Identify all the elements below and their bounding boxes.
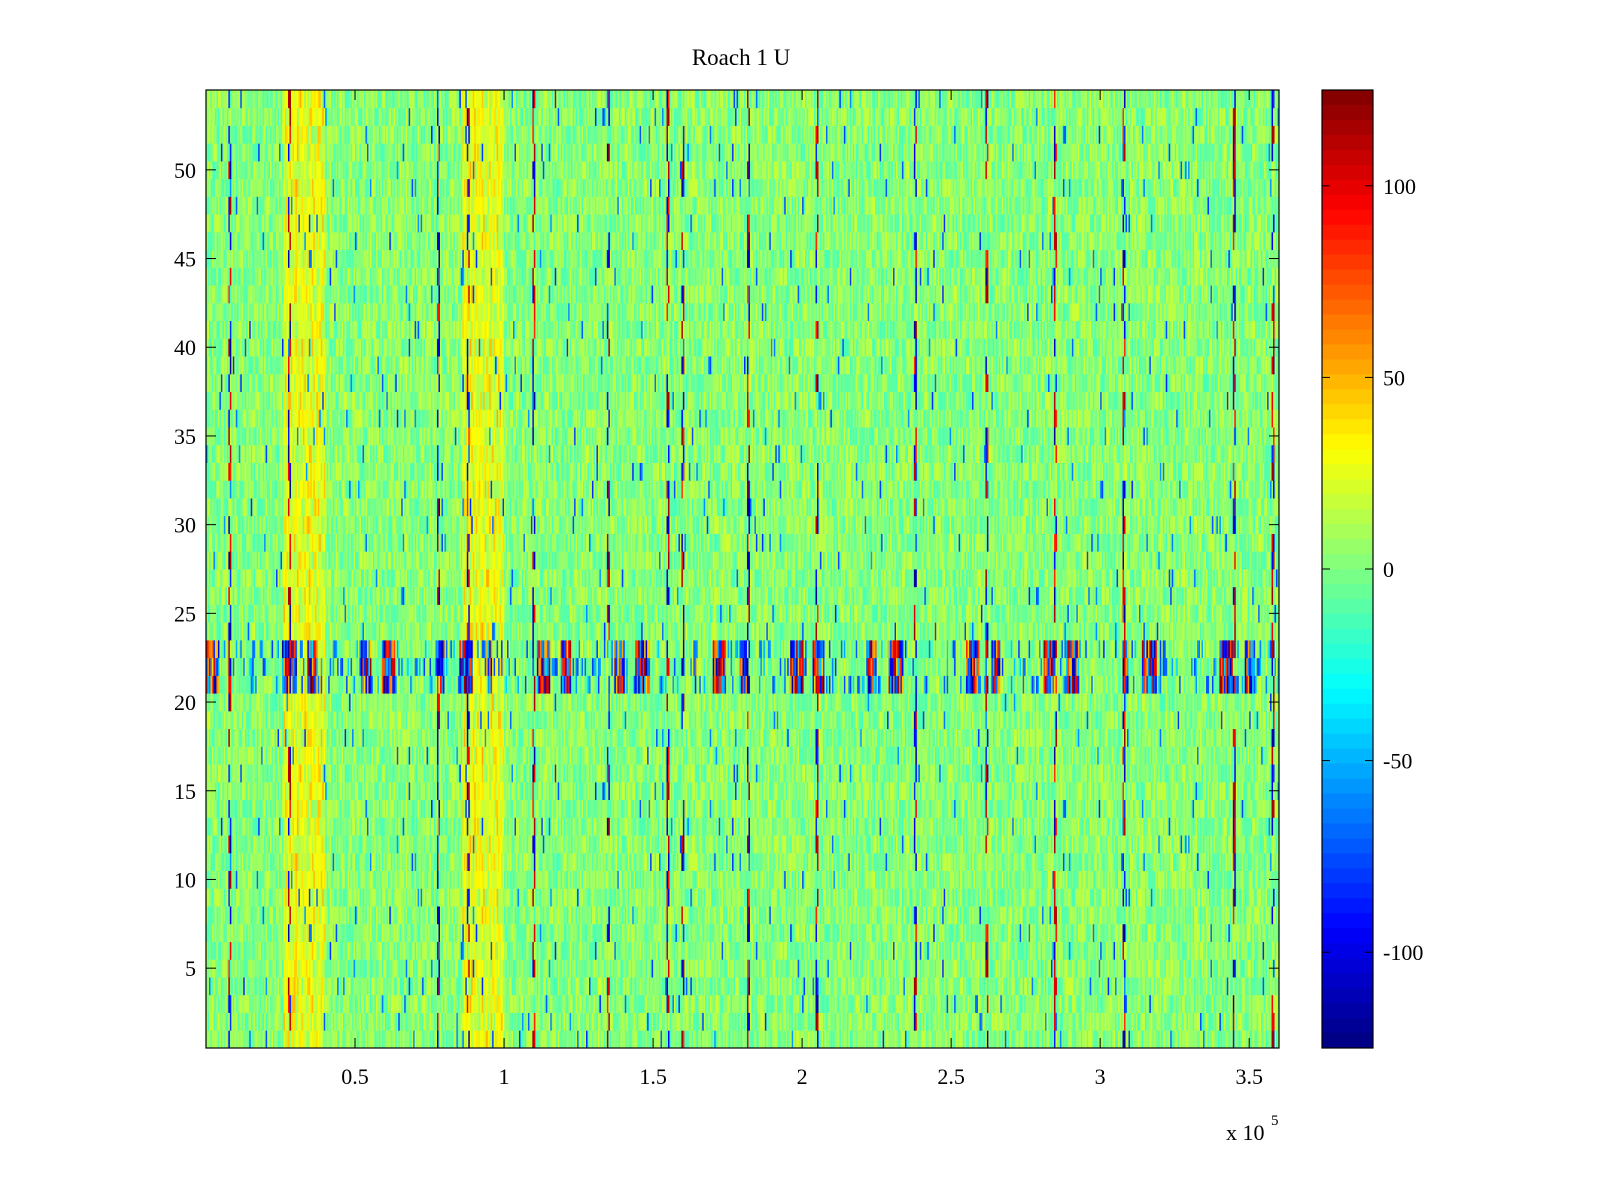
chart-title: Roach 1 U — [692, 45, 791, 70]
heatmap-cells — [206, 90, 1279, 1048]
